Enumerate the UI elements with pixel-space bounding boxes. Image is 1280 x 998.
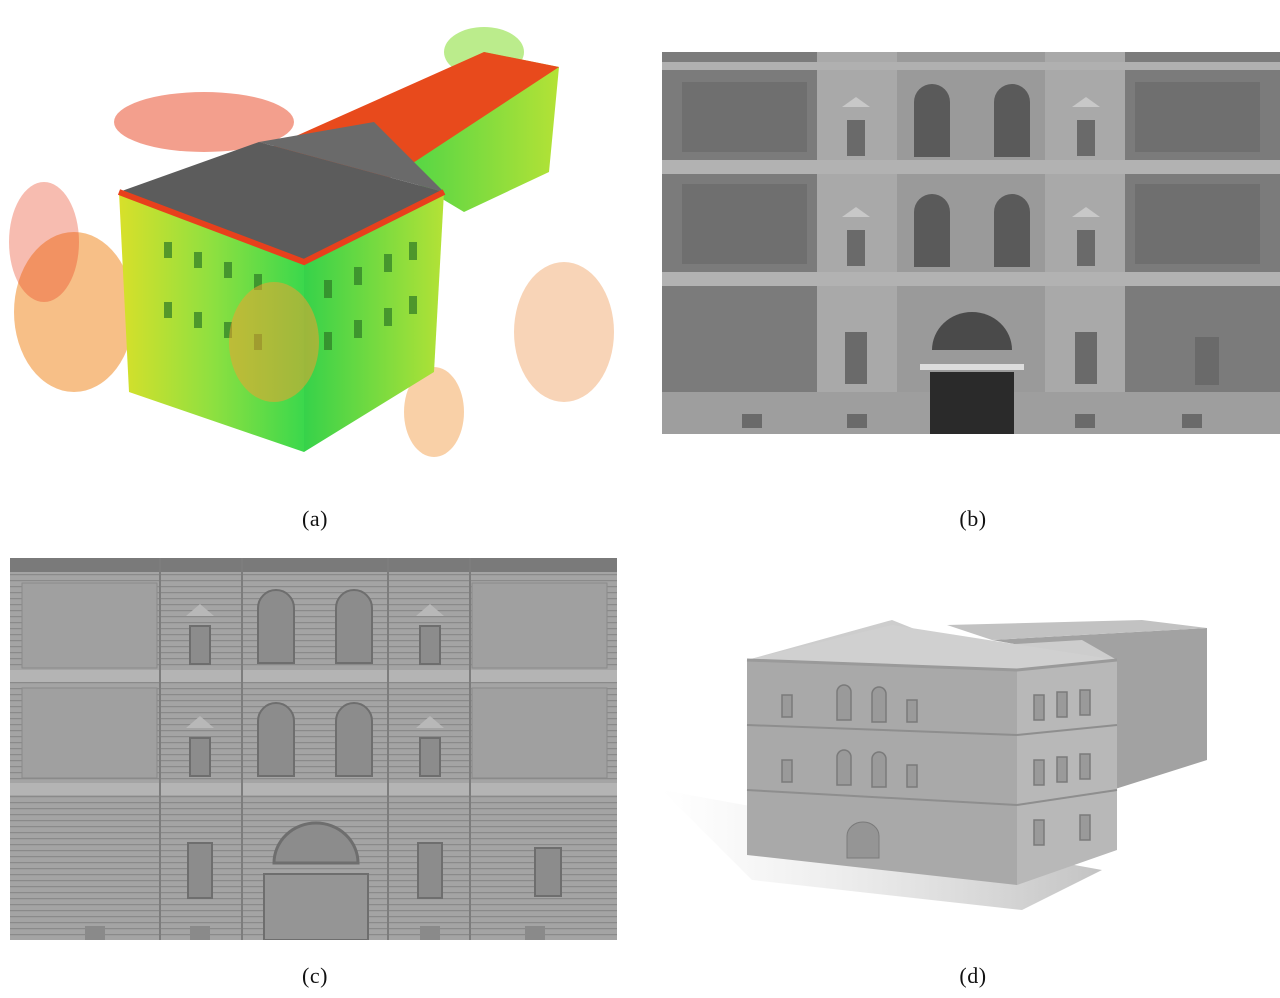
mesh-3d-panel bbox=[662, 620, 1232, 945]
mesh-windows bbox=[781, 684, 1091, 846]
caption-c: (c) bbox=[302, 963, 328, 988]
entrance-arch bbox=[932, 312, 1012, 350]
caption-b: (b) bbox=[959, 506, 987, 531]
caption-d: (d) bbox=[959, 963, 987, 988]
mesh-arched-windows bbox=[257, 589, 373, 777]
mesh-facade-image bbox=[10, 558, 617, 940]
mesh-entrance-door bbox=[263, 873, 369, 940]
mesh-entrance bbox=[846, 821, 880, 859]
vegetation-points bbox=[9, 27, 614, 457]
mesh-wing bbox=[992, 628, 1207, 790]
caption-a: (a) bbox=[302, 506, 328, 531]
depth-image bbox=[662, 52, 1280, 434]
mesh-facade-panel bbox=[10, 558, 617, 940]
depth-image-panel bbox=[662, 52, 1280, 434]
point-cloud-image bbox=[9, 27, 614, 457]
mesh-3d-image bbox=[662, 620, 1207, 910]
mesh-entrance-arch bbox=[272, 821, 360, 865]
point-cloud-panel bbox=[4, 12, 626, 476]
arched-windows bbox=[914, 84, 1030, 267]
entrance-door bbox=[930, 372, 1014, 434]
